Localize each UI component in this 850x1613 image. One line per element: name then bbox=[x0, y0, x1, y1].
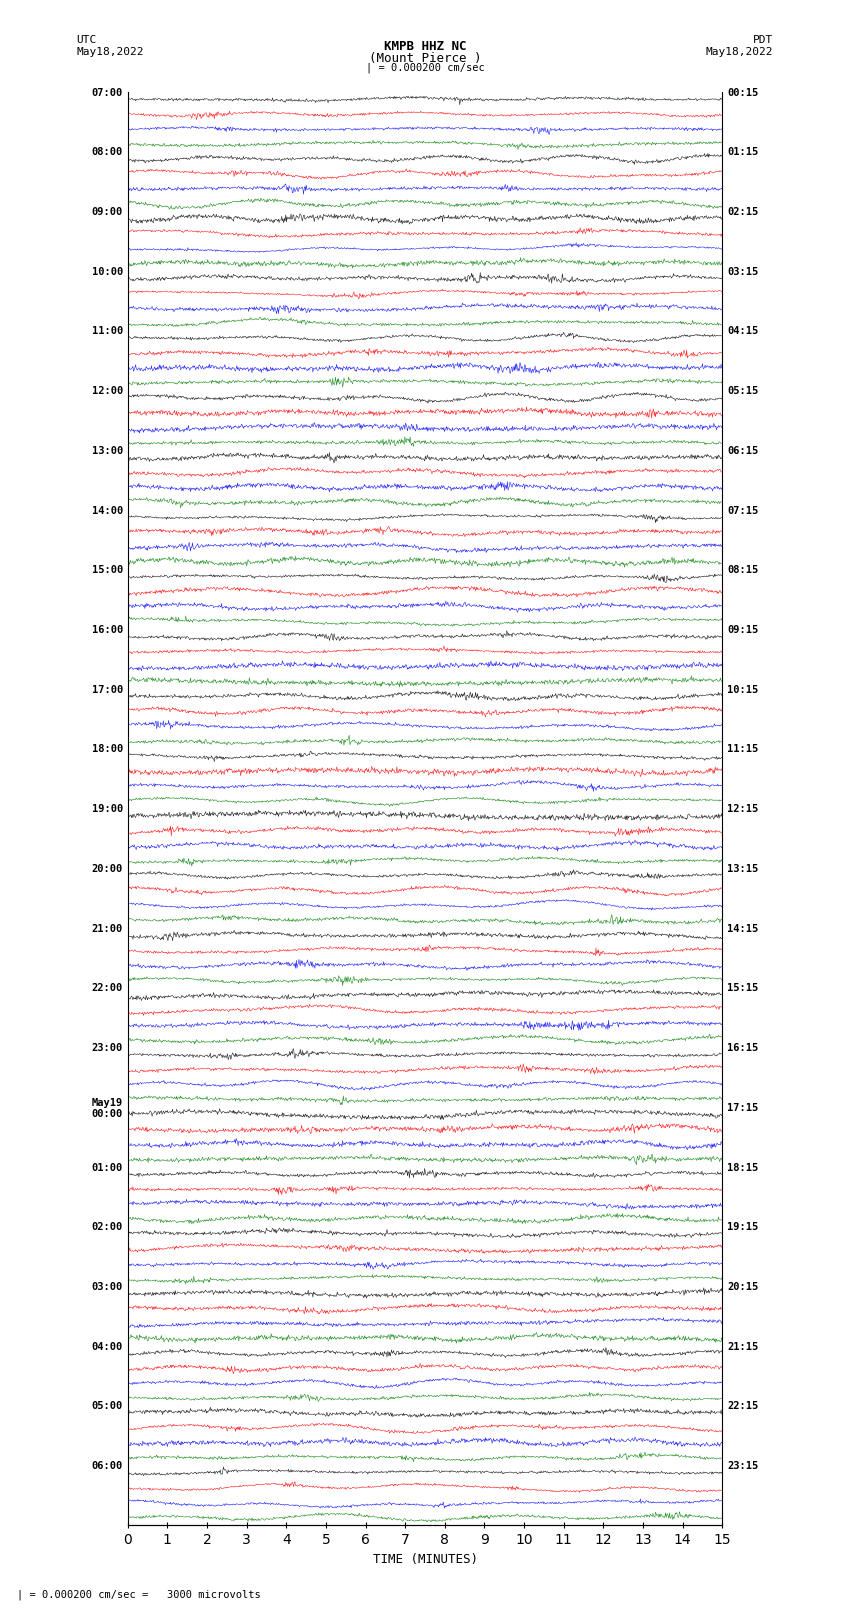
Text: KMPB HHZ NC: KMPB HHZ NC bbox=[383, 40, 467, 53]
Text: | = 0.000200 cm/sec: | = 0.000200 cm/sec bbox=[366, 63, 484, 74]
Text: | = 0.000200 cm/sec =   3000 microvolts: | = 0.000200 cm/sec = 3000 microvolts bbox=[17, 1589, 261, 1600]
Text: PDT: PDT bbox=[753, 35, 774, 45]
Text: (Mount Pierce ): (Mount Pierce ) bbox=[369, 52, 481, 65]
X-axis label: TIME (MINUTES): TIME (MINUTES) bbox=[372, 1553, 478, 1566]
Text: May18,2022: May18,2022 bbox=[706, 47, 774, 56]
Text: UTC: UTC bbox=[76, 35, 97, 45]
Text: May18,2022: May18,2022 bbox=[76, 47, 144, 56]
